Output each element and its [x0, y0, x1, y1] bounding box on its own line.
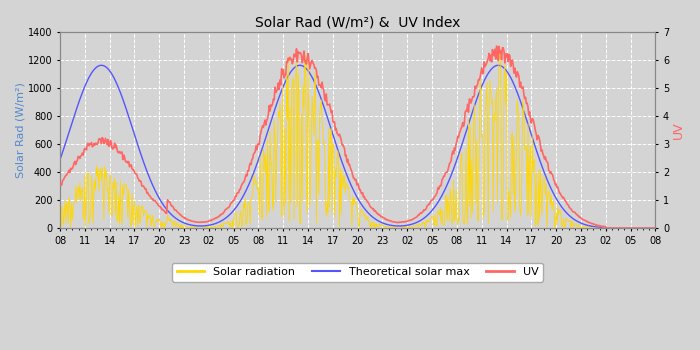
Y-axis label: UV: UV: [672, 121, 685, 139]
Legend: Solar radiation, Theoretical solar max, UV: Solar radiation, Theoretical solar max, …: [172, 263, 543, 282]
Title: Solar Rad (W/m²) &  UV Index: Solar Rad (W/m²) & UV Index: [255, 15, 461, 29]
Y-axis label: Solar Rad (W/m²): Solar Rad (W/m²): [15, 82, 25, 178]
